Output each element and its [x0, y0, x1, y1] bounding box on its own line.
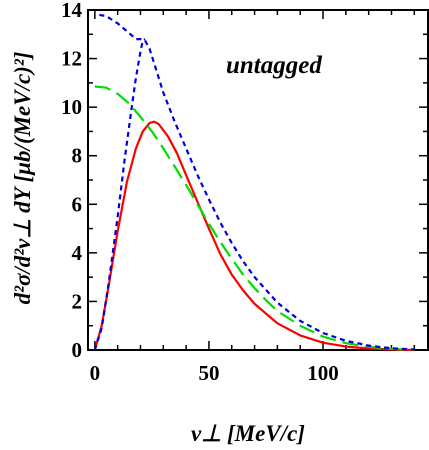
- tick-labels: 0 2 4 6 8 10 12 14 0 50 100: [61, 0, 339, 385]
- series-line-2: [94, 85, 415, 351]
- y-tick-label: 2: [72, 289, 83, 313]
- series-line-3: [99, 13, 415, 351]
- series-group: [93, 13, 415, 352]
- plot-area: [87, 9, 429, 352]
- y-tick-label: 14: [61, 0, 83, 22]
- y-tick-label: 4: [72, 241, 83, 265]
- y-tick-label: 8: [72, 144, 83, 168]
- y-tick-label: 10: [61, 95, 82, 119]
- x-tick-label: 100: [307, 361, 339, 385]
- y-tick-label: 0: [72, 338, 83, 362]
- x-tick-label: 0: [90, 361, 101, 385]
- series-line-1: [93, 120, 415, 352]
- y-axis-title: d²σ/d²v⊥ dY [μb/(MeV/c)²]: [10, 51, 35, 304]
- x-tick-label: 50: [198, 361, 219, 385]
- x-axis-title: v⊥ [MeV/c]: [191, 421, 305, 446]
- annotation-label: untagged: [226, 52, 322, 79]
- series-line-4: [93, 38, 146, 351]
- axis-ticks: [88, 9, 428, 351]
- y-tick-label: 6: [72, 192, 83, 216]
- y-tick-label: 12: [61, 47, 82, 71]
